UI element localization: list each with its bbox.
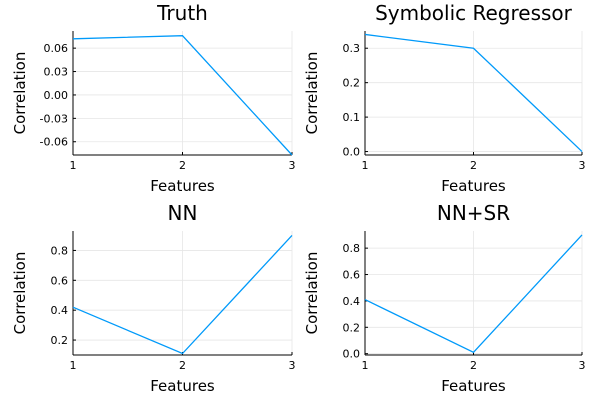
x-axis-label: Features bbox=[441, 377, 506, 395]
y-tick-label: 0.3 bbox=[343, 42, 361, 55]
chart-panel-1: 1 2 3 0.06 0.03 0.00 -0.03 -0.06 Truth Features Co… bbox=[11, 1, 296, 195]
y-tick-label: 0.4 bbox=[51, 304, 69, 317]
y-tick-label: 0.2 bbox=[51, 334, 69, 347]
y-tick-label: 0.06 bbox=[44, 42, 69, 55]
y-axis-label: Correlation bbox=[11, 252, 29, 335]
y-tick-label: 0.6 bbox=[343, 269, 361, 282]
y-tick-label: 0.8 bbox=[51, 244, 69, 257]
y-axis-label: Correlation bbox=[303, 252, 321, 335]
chart-panel-4: 1 2 3 0.8 0.6 0.4 0.2 0.0 NN+SR Features Correlati… bbox=[303, 201, 586, 395]
y-tick-label: 0.0 bbox=[343, 348, 361, 361]
x-axis-label: Features bbox=[150, 177, 215, 195]
y-tick-label: 0.00 bbox=[44, 89, 69, 102]
x-axis-label: Features bbox=[150, 377, 215, 395]
chart-panel-2: 1 2 3 0.3 0.2 0.1 0.0 Symbolic Regressor Feature… bbox=[303, 1, 586, 195]
chart-title: Symbolic Regressor bbox=[375, 1, 573, 25]
y-tick-label: 0.2 bbox=[343, 321, 361, 334]
x-tick-label: 2 bbox=[179, 159, 186, 172]
x-tick-label: 1 bbox=[362, 159, 369, 172]
chart-title: NN bbox=[168, 201, 198, 225]
y-axis-label: Correlation bbox=[11, 52, 29, 135]
x-tick-label: 3 bbox=[579, 159, 586, 172]
y-tick-label: -0.06 bbox=[40, 136, 68, 149]
y-tick-label: 0.6 bbox=[51, 274, 69, 287]
chart-title: Truth bbox=[156, 1, 208, 25]
chart-panel-3: 1 2 3 0.8 0.6 0.4 0.2 NN Features Correlation bbox=[11, 201, 296, 395]
x-tick-label: 3 bbox=[579, 359, 586, 372]
x-tick-label: 3 bbox=[289, 359, 296, 372]
x-tick-label: 3 bbox=[289, 159, 296, 172]
y-tick-label: 0.03 bbox=[44, 66, 69, 79]
x-tick-label: 1 bbox=[70, 359, 77, 372]
x-tick-label: 2 bbox=[179, 359, 186, 372]
y-tick-label: 0.8 bbox=[343, 242, 361, 255]
y-axis-label: Correlation bbox=[303, 52, 321, 135]
x-tick-label: 1 bbox=[362, 359, 369, 372]
x-tick-label: 2 bbox=[470, 159, 477, 172]
x-tick-label: 2 bbox=[470, 359, 477, 372]
y-tick-label: -0.03 bbox=[40, 112, 68, 125]
y-tick-label: 0.2 bbox=[343, 77, 361, 90]
y-tick-label: 0.0 bbox=[343, 146, 361, 159]
y-tick-label: 0.4 bbox=[343, 295, 361, 308]
x-tick-label: 1 bbox=[70, 159, 77, 172]
y-tick-label: 0.1 bbox=[343, 111, 361, 124]
chart-title: NN+SR bbox=[437, 201, 510, 225]
x-axis-label: Features bbox=[441, 177, 506, 195]
